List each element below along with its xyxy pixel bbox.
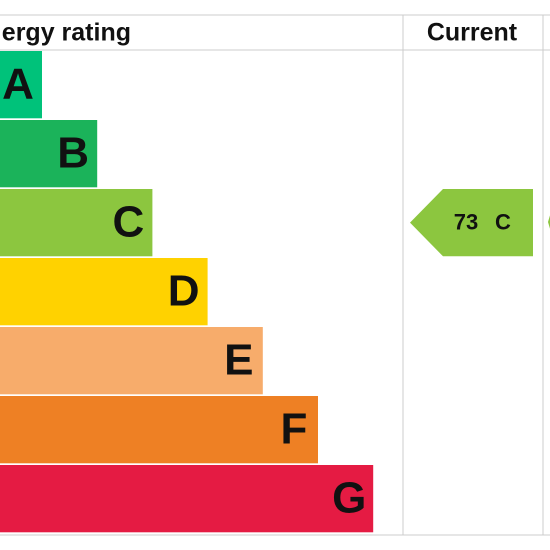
current-score: 73 (454, 209, 478, 234)
band-letter: D (168, 266, 200, 315)
band-letter: G (332, 473, 366, 522)
header-current: Current (427, 19, 518, 47)
rating-band (0, 51, 42, 119)
current-arrow (410, 189, 533, 257)
band-letter: A (2, 59, 34, 108)
rating-band (0, 258, 208, 326)
band-letter: F (281, 404, 308, 453)
rating-band (0, 327, 263, 395)
rating-band (0, 396, 318, 464)
rating-band (0, 189, 153, 257)
rating-band (0, 465, 374, 533)
band-letter: B (57, 128, 89, 177)
header-title: ergy rating (2, 19, 131, 47)
rating-band (0, 120, 98, 188)
current-band: C (495, 209, 511, 234)
band-letter: C (113, 197, 145, 246)
band-letter: E (224, 335, 253, 384)
